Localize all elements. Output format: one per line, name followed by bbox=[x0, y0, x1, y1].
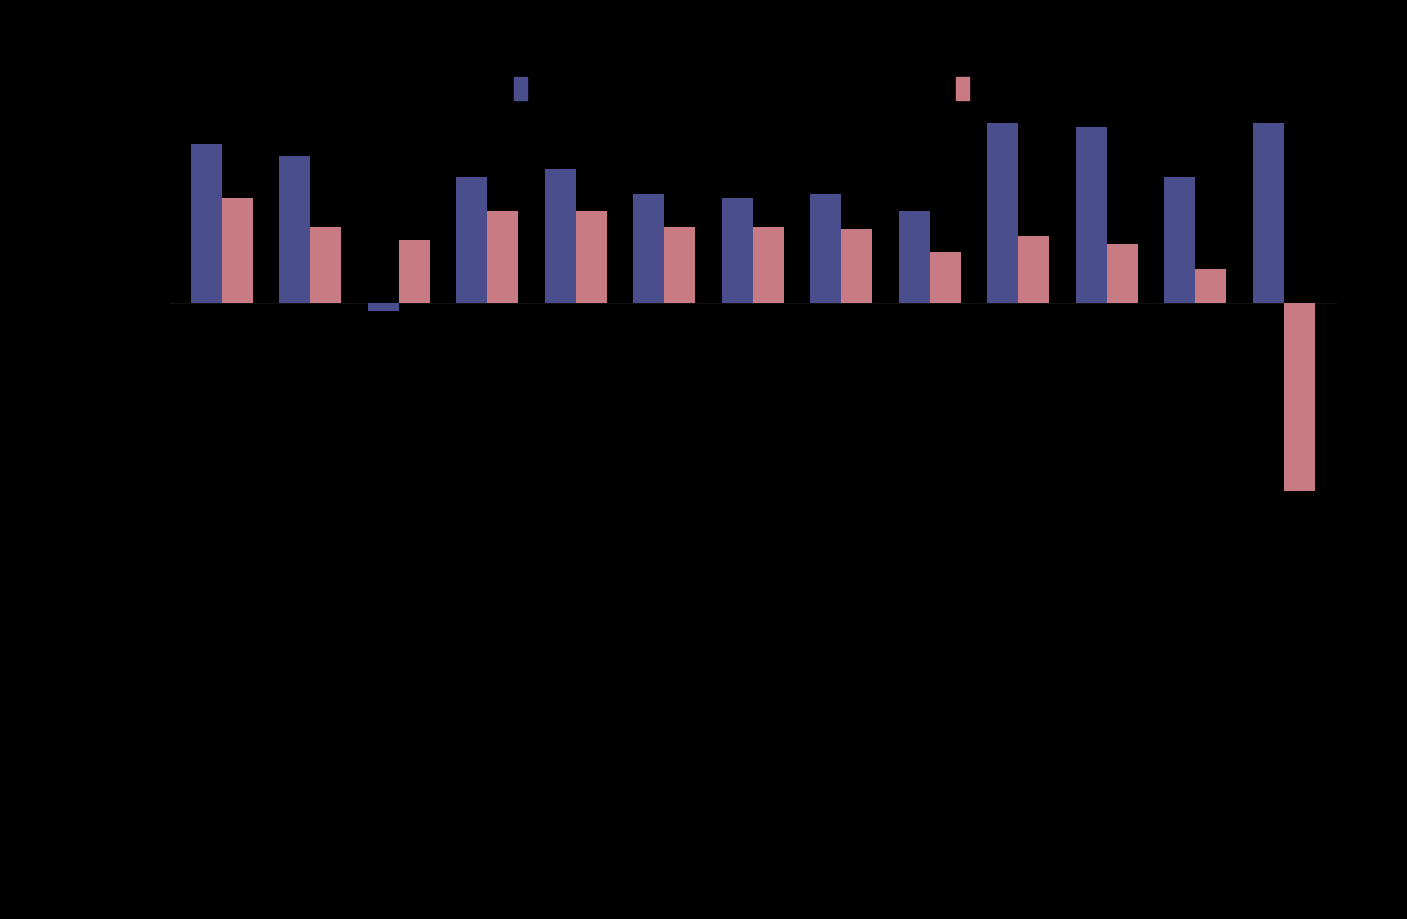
Bar bbox=[367, 303, 398, 312]
Bar bbox=[1107, 244, 1138, 303]
Bar bbox=[398, 241, 429, 303]
Bar bbox=[514, 78, 528, 101]
Bar bbox=[810, 195, 841, 303]
Bar bbox=[722, 199, 753, 303]
Bar bbox=[1019, 236, 1050, 303]
Bar bbox=[280, 157, 311, 303]
Bar bbox=[988, 124, 1019, 303]
Bar bbox=[487, 211, 518, 303]
Bar bbox=[1252, 124, 1283, 303]
Bar bbox=[456, 178, 487, 303]
Bar bbox=[841, 230, 872, 303]
Bar bbox=[1164, 178, 1195, 303]
Bar bbox=[753, 228, 784, 303]
Bar bbox=[899, 211, 930, 303]
Bar bbox=[1195, 270, 1225, 303]
Bar bbox=[575, 211, 606, 303]
Bar bbox=[633, 195, 664, 303]
Bar bbox=[930, 253, 961, 303]
Bar bbox=[1283, 303, 1314, 492]
Bar bbox=[664, 228, 695, 303]
Bar bbox=[311, 228, 342, 303]
Bar bbox=[222, 199, 253, 303]
Bar bbox=[191, 144, 222, 303]
Bar bbox=[957, 78, 969, 101]
Bar bbox=[1076, 128, 1107, 303]
Bar bbox=[545, 170, 575, 303]
